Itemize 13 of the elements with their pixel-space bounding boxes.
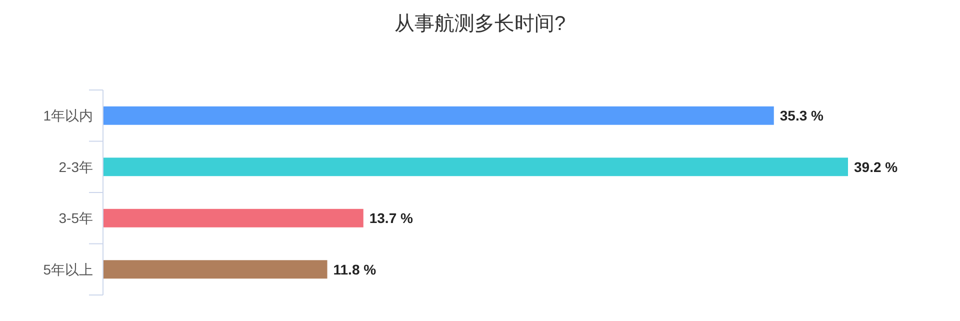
y-tick-label: 1年以内: [43, 108, 93, 124]
bar: [103, 260, 328, 279]
data-label: 11.8 %: [333, 261, 377, 278]
data-label: 39.2 %: [854, 158, 898, 175]
data-label: 35.3 %: [780, 108, 824, 124]
data-label: 13.7 %: [369, 210, 414, 226]
y-tick-label: 2-3年: [58, 158, 93, 175]
bar: [103, 208, 364, 228]
bar: [103, 106, 774, 125]
y-tick-label: 5年以上: [43, 261, 93, 278]
chart-title: 从事航测多长时间?: [394, 13, 566, 35]
y-tick-label: 3-5年: [58, 210, 93, 226]
bar: [103, 158, 848, 176]
